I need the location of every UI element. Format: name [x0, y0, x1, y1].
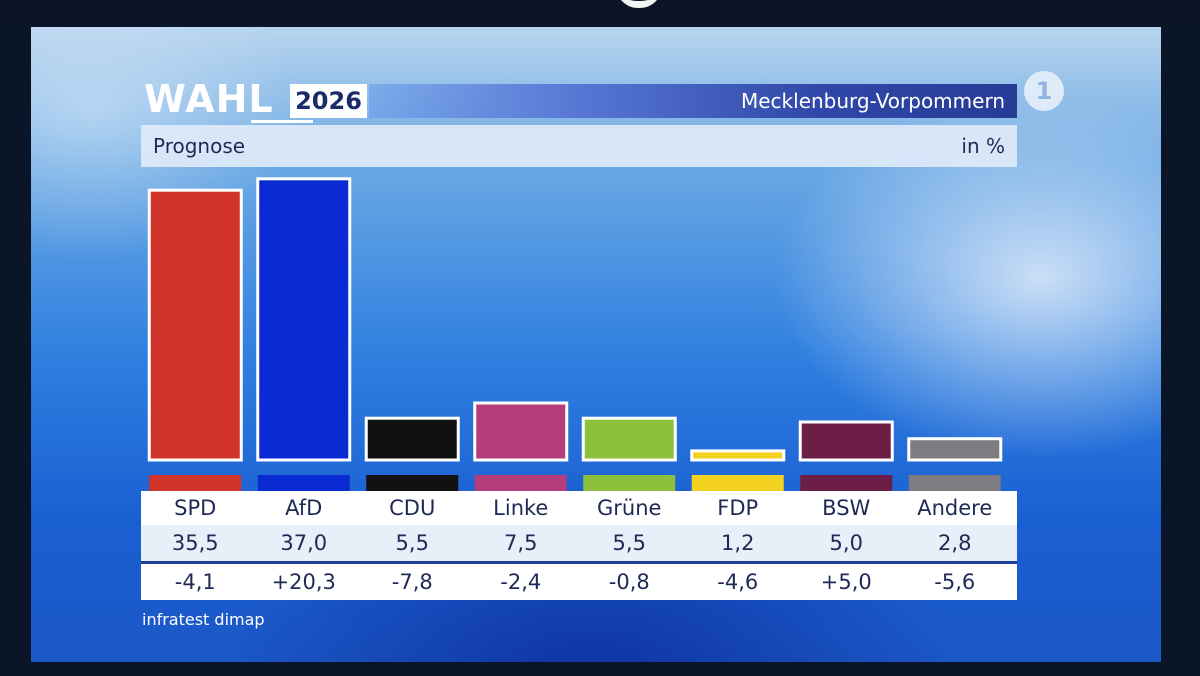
ard-logo-number: 1 — [1035, 77, 1053, 105]
value-label-grüne: 5,5 — [612, 531, 646, 555]
screen-bottom-edge — [31, 662, 1161, 676]
unit-label: in % — [961, 134, 1005, 158]
value-label-spd: 35,5 — [171, 531, 219, 555]
party-name-grüne: Grüne — [597, 496, 662, 520]
party-name-bsw: BSW — [822, 496, 871, 520]
bar-chart — [147, 177, 1003, 492]
color-swatch-andere — [908, 475, 1001, 492]
region-bar: Mecklenburg-Vorpommern — [369, 84, 1017, 118]
results-table: SPD AfD CDU Linke Grüne FDP BSW Andere 35,5 37,0… — [141, 474, 1017, 600]
color-swatch-linke — [474, 475, 567, 492]
change-label-andere: -5,6 — [934, 570, 976, 594]
wahl-brand: WAHL — [144, 77, 274, 121]
change-label-linke: -2,4 — [500, 570, 542, 594]
party-name-fdp: FDP — [717, 496, 759, 520]
bar-fdp — [690, 449, 786, 462]
color-swatch-spd — [149, 475, 242, 492]
value-label-linke: 7,5 — [504, 531, 538, 555]
change-label-spd: -4,1 — [174, 570, 216, 594]
source-label: infratest dimap — [142, 610, 265, 629]
partial-glyph-icon — [616, 0, 662, 8]
value-label-andere: 2,8 — [938, 531, 972, 555]
party-name-linke: Linke — [493, 496, 549, 520]
value-label-cdu: 5,5 — [395, 531, 429, 555]
party-name-andere: Andere — [917, 496, 993, 520]
year-label: 2026 — [295, 87, 362, 115]
value-label-afd: 37,0 — [280, 531, 328, 555]
color-swatch-afd — [257, 475, 350, 492]
bar-cdu — [364, 416, 460, 462]
party-name-afd: AfD — [285, 496, 323, 520]
tv-screen: WAHL 2026 Mecklenburg-Vorpommern 1 Progn… — [31, 27, 1161, 662]
change-label-fdp: -4,6 — [717, 570, 759, 594]
bar-andere — [907, 437, 1003, 462]
region-label: Mecklenburg-Vorpommern — [741, 89, 1005, 113]
ard-one-logo-icon: 1 — [1024, 71, 1064, 111]
bar-grüne — [581, 416, 677, 462]
value-label-bsw: 5,0 — [829, 531, 863, 555]
subtitle-bar: Prognose in % — [141, 125, 1017, 167]
bar-spd — [147, 188, 243, 462]
change-label-bsw: +5,0 — [820, 570, 872, 594]
value-row: 35,5 37,0 5,5 7,5 5,5 1,2 5,0 2,8 — [141, 525, 1017, 561]
color-swatch-fdp — [691, 475, 784, 492]
chart-title: Prognose — [153, 134, 246, 158]
bar-afd — [256, 177, 352, 462]
party-name-spd: SPD — [174, 496, 217, 520]
top-strip — [0, 0, 1200, 27]
change-label-grüne: -0,8 — [608, 570, 650, 594]
party-name-cdu: CDU — [389, 496, 436, 520]
bar-bsw — [798, 420, 894, 462]
party-name-row: SPD AfD CDU Linke Grüne FDP BSW Andere — [141, 491, 1017, 525]
year-box: 2026 — [290, 84, 367, 118]
bar-linke — [473, 401, 569, 462]
row-divider — [141, 561, 1017, 564]
change-row: -4,1 +20,3 -7,8 -2,4 -0,8 -4,6 +5,0 -5,6 — [141, 564, 1017, 600]
color-swatch-grüne — [583, 475, 676, 492]
change-label-cdu: -7,8 — [391, 570, 433, 594]
color-swatch-bsw — [800, 475, 893, 492]
wahl-underline — [251, 120, 313, 123]
value-label-fdp: 1,2 — [721, 531, 755, 555]
change-label-afd: +20,3 — [271, 570, 336, 594]
color-swatch-cdu — [366, 475, 459, 492]
